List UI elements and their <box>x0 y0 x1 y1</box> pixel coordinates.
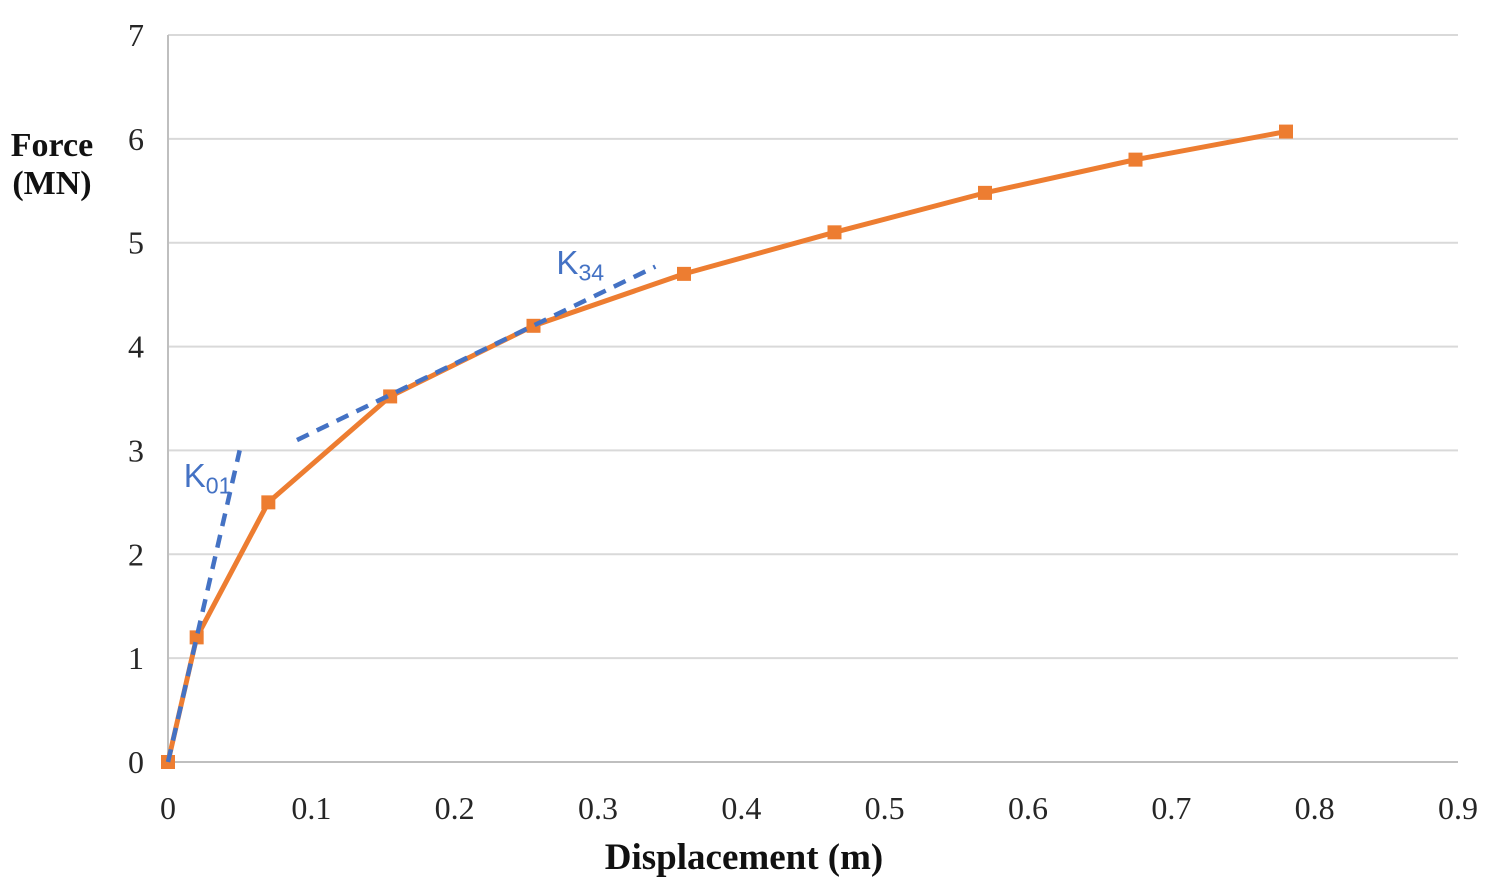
annotation-K34: K34 <box>556 246 604 285</box>
x-tick-label: 0.1 <box>291 790 331 826</box>
annotation-K01-text: K <box>183 456 206 494</box>
y-axis-title-line2: (MN) <box>12 165 92 203</box>
x-tick-label: 0.9 <box>1438 790 1478 826</box>
y-tick-label: 7 <box>128 17 144 53</box>
annotation-K01: K01 <box>184 459 232 498</box>
data-point-marker <box>677 266 691 281</box>
y-tick-label: 1 <box>128 640 144 676</box>
annotation-K34-text: K <box>556 243 579 281</box>
y-tick-label: 0 <box>128 744 144 780</box>
data-point-marker <box>261 495 276 510</box>
x-tick-label: 0 <box>160 790 176 826</box>
force-displacement-curve-line <box>165 129 1287 763</box>
K34-secant-stiffness-line-line <box>296 264 657 443</box>
data-point-marker <box>383 389 398 404</box>
K01-secant-stiffness-line-line <box>165 449 242 763</box>
y-axis-title: Force (MN) <box>4 127 100 203</box>
y-tick-label: 6 <box>128 121 144 157</box>
x-tick-label: 0.8 <box>1295 790 1335 826</box>
data-point-marker <box>1279 124 1293 139</box>
y-tick-label: 4 <box>128 329 144 365</box>
data-point-marker <box>978 185 992 200</box>
y-tick-label: 2 <box>128 536 144 572</box>
annotation-K34-subscript: 34 <box>578 259 605 286</box>
data-point-marker <box>827 225 842 240</box>
x-tick-label: 0.7 <box>1151 790 1191 826</box>
data-point-marker <box>1128 152 1143 167</box>
x-tick-label: 0.6 <box>1008 790 1048 826</box>
y-tick-label: 3 <box>128 432 144 468</box>
x-tick-label: 0.5 <box>865 790 905 826</box>
x-tick-label: 0.2 <box>435 790 475 826</box>
annotation-K01-subscript: 01 <box>205 472 232 499</box>
y-tick-label: 5 <box>128 225 144 261</box>
x-tick-label: 0.3 <box>578 790 618 826</box>
data-point-marker <box>189 630 204 645</box>
y-axis-title-line1: Force <box>10 127 94 164</box>
x-axis-title: Displacement (m) <box>604 837 884 878</box>
x-tick-label: 0.4 <box>721 790 761 826</box>
